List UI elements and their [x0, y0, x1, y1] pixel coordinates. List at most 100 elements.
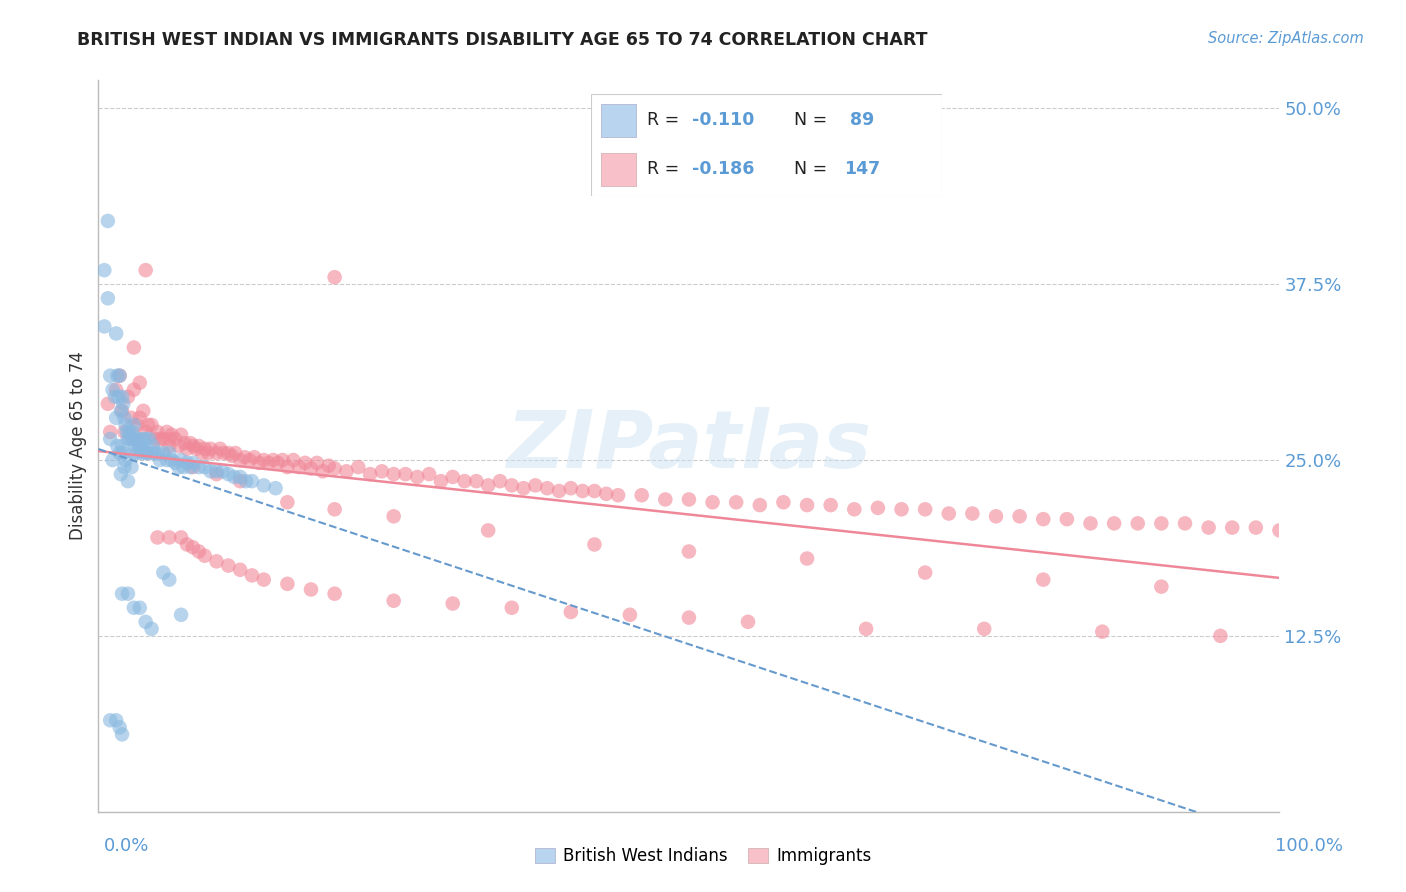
- Point: [288, 460, 311, 475]
- Point: [267, 456, 290, 470]
- Point: [170, 427, 193, 442]
- Point: [132, 432, 155, 446]
- Point: [176, 442, 198, 456]
- Point: [890, 502, 912, 516]
- Point: [157, 432, 180, 446]
- Point: [135, 615, 157, 629]
- Point: [299, 461, 322, 475]
- Point: [211, 464, 233, 478]
- Point: [630, 488, 652, 502]
- Point: [98, 368, 121, 383]
- Point: [347, 460, 370, 475]
- Point: [235, 474, 257, 488]
- Point: [180, 460, 202, 475]
- Point: [157, 446, 180, 460]
- Text: -0.110: -0.110: [692, 111, 755, 128]
- Point: [135, 263, 157, 277]
- Point: [120, 432, 142, 446]
- Point: [121, 410, 143, 425]
- Point: [229, 563, 252, 577]
- Point: [1220, 520, 1243, 534]
- Point: [110, 404, 132, 418]
- Point: [180, 436, 202, 450]
- FancyBboxPatch shape: [591, 94, 942, 196]
- Point: [335, 464, 357, 478]
- Point: [111, 404, 134, 418]
- Point: [112, 410, 135, 425]
- Point: [105, 326, 128, 341]
- Point: [135, 425, 157, 439]
- Point: [1198, 520, 1220, 534]
- Point: [276, 495, 298, 509]
- Point: [619, 607, 641, 622]
- Text: 147: 147: [844, 160, 880, 178]
- Point: [194, 442, 217, 456]
- Point: [938, 507, 960, 521]
- Point: [725, 495, 748, 509]
- Point: [97, 397, 120, 411]
- Point: [191, 446, 214, 460]
- Point: [156, 425, 179, 439]
- Point: [117, 432, 139, 446]
- Point: [253, 573, 276, 587]
- Point: [135, 432, 157, 446]
- Point: [595, 487, 617, 501]
- Point: [209, 442, 232, 456]
- Point: [129, 439, 152, 453]
- Point: [1174, 516, 1197, 531]
- Point: [157, 530, 180, 544]
- Y-axis label: Disability Age 65 to 74: Disability Age 65 to 74: [69, 351, 87, 541]
- Text: R =: R =: [647, 160, 685, 178]
- Point: [181, 541, 204, 555]
- Point: [128, 600, 150, 615]
- Point: [122, 432, 145, 446]
- Point: [157, 573, 180, 587]
- Point: [172, 460, 194, 475]
- Point: [112, 425, 135, 439]
- Point: [583, 537, 606, 551]
- Point: [143, 446, 166, 460]
- Point: [200, 442, 222, 456]
- Point: [122, 417, 145, 432]
- Point: [112, 460, 135, 475]
- FancyBboxPatch shape: [602, 104, 636, 136]
- Point: [128, 432, 150, 446]
- Point: [200, 464, 222, 478]
- Point: [146, 530, 169, 544]
- Point: [118, 425, 141, 439]
- Point: [844, 502, 866, 516]
- Point: [132, 404, 155, 418]
- Point: [157, 439, 180, 453]
- Text: Source: ZipAtlas.com: Source: ZipAtlas.com: [1208, 31, 1364, 46]
- Point: [1032, 512, 1054, 526]
- Point: [135, 446, 157, 460]
- Point: [441, 597, 464, 611]
- Point: [382, 593, 405, 607]
- Point: [217, 467, 239, 482]
- Point: [141, 417, 163, 432]
- Text: R =: R =: [647, 111, 685, 128]
- Point: [1056, 512, 1078, 526]
- Point: [1032, 573, 1054, 587]
- Point: [323, 461, 346, 475]
- Point: [418, 467, 440, 482]
- Point: [93, 263, 115, 277]
- Point: [866, 500, 889, 515]
- Point: [737, 615, 759, 629]
- Point: [607, 488, 630, 502]
- Point: [112, 446, 135, 460]
- Point: [111, 439, 134, 453]
- Point: [105, 383, 128, 397]
- Point: [128, 439, 150, 453]
- Point: [170, 453, 193, 467]
- Point: [855, 622, 877, 636]
- Point: [205, 464, 228, 478]
- Point: [141, 622, 163, 636]
- Point: [1080, 516, 1102, 531]
- Point: [173, 436, 195, 450]
- Point: [748, 498, 770, 512]
- Point: [323, 587, 346, 601]
- Point: [253, 453, 276, 467]
- Point: [187, 544, 209, 558]
- Point: [105, 410, 128, 425]
